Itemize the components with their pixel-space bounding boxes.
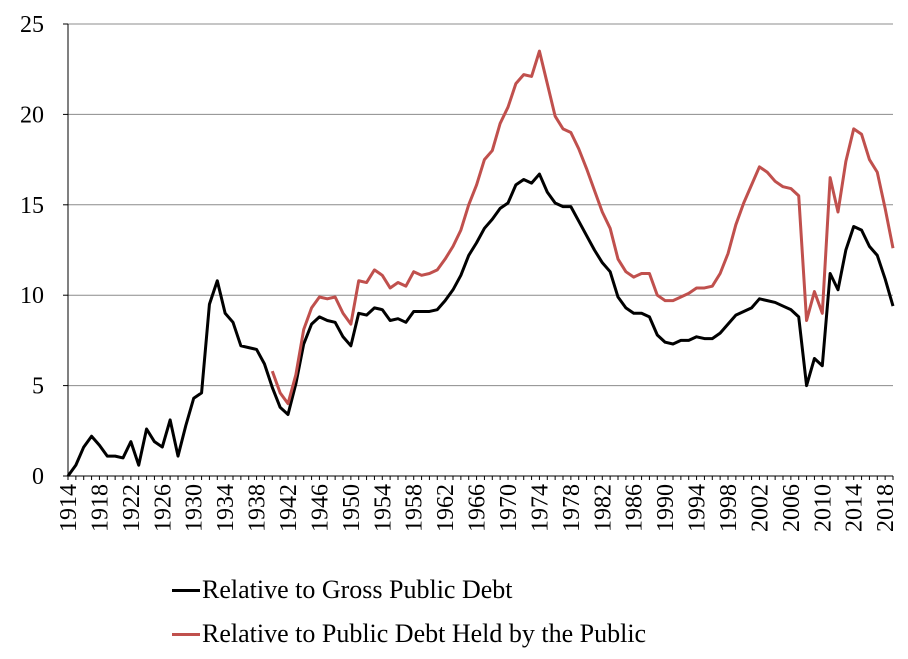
horizontal-gridlines	[68, 23, 893, 387]
x-tick-label-2002: 2002	[747, 484, 773, 532]
x-tick-label-1962: 1962	[433, 484, 459, 532]
y-tick-label-0: 0	[32, 464, 44, 490]
y-tick-label-5: 5	[32, 374, 44, 400]
x-tick-label-1970: 1970	[496, 484, 522, 532]
y-tick-label-25: 25	[20, 12, 44, 38]
series-lines	[66, 49, 895, 477]
x-tick-label-1938: 1938	[245, 484, 271, 532]
series-line-1	[270, 49, 895, 406]
legend-item-public: Relative to Public Debt Held by the Publ…	[172, 612, 646, 656]
x-tick-label-1986: 1986	[622, 484, 648, 532]
x-tick-label-1930: 1930	[182, 484, 208, 532]
y-tick-label-15: 15	[20, 193, 44, 219]
x-tick-label-1990: 1990	[653, 484, 679, 532]
x-tick-label-1950: 1950	[339, 484, 365, 532]
x-tick-label-2014: 2014	[842, 484, 868, 532]
x-axis: 1914 1918 1922 1926 1930 1934 1938 1942 1946 1950…	[56, 475, 899, 532]
x-tick-label-1926: 1926	[150, 484, 176, 532]
x-tick-label-1978: 1978	[559, 484, 585, 532]
x-tick-label-1954: 1954	[370, 484, 396, 532]
x-tick-label-2006: 2006	[779, 484, 805, 532]
legend-label-gross: Relative to Gross Public Debt	[202, 575, 513, 604]
y-axis: 0 5 10 15 20 25	[20, 12, 69, 490]
y-tick-label-20: 20	[20, 102, 44, 128]
x-tick-label-1958: 1958	[402, 484, 428, 532]
y-tick-label-10: 10	[20, 283, 44, 309]
legend-label-public: Relative to Public Debt Held by the Publ…	[202, 619, 647, 648]
x-tick-label-1974: 1974	[527, 484, 553, 532]
x-tick-label-1982: 1982	[590, 484, 616, 532]
legend-item-gross: Relative to Gross Public Debt	[172, 568, 646, 612]
series-line-0	[66, 172, 895, 477]
series-points-1	[272, 51, 894, 404]
x-tick-label-1994: 1994	[685, 484, 711, 532]
x-tick-label-2018: 2018	[873, 484, 899, 532]
x-tick-label-2010: 2010	[810, 484, 836, 532]
series-points-0	[67, 174, 894, 477]
x-tick-label-1914: 1914	[56, 484, 82, 532]
x-tick-label-1922: 1922	[119, 484, 145, 532]
x-tick-label-1942: 1942	[276, 484, 302, 532]
x-tick-label-1934: 1934	[213, 484, 239, 532]
x-tick-label-1966: 1966	[465, 484, 491, 532]
legend-swatch-public	[172, 632, 200, 636]
legend-swatch-gross	[172, 588, 200, 592]
x-tick-label-1998: 1998	[716, 484, 742, 532]
x-tick-label-1918: 1918	[87, 484, 113, 532]
x-tick-label-1946: 1946	[307, 484, 333, 532]
legend: Relative to Gross Public Debt Relative t…	[172, 568, 646, 656]
